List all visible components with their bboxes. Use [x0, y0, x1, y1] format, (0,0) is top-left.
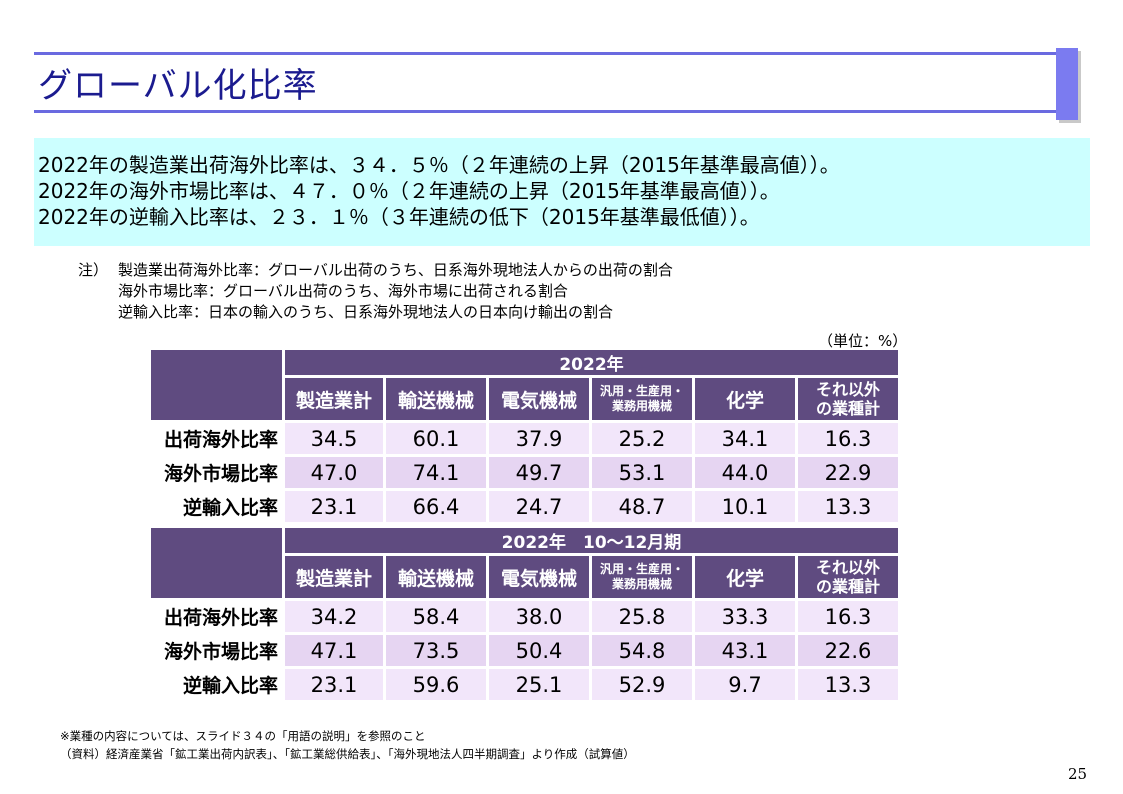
- table-cell: 13.3: [798, 491, 898, 522]
- table-row: 逆輸入比率 23.1 66.4 24.7 48.7 10.1 13.3: [151, 491, 898, 522]
- title-rule-top: [34, 52, 1056, 55]
- unit-label: （単位：%）: [818, 332, 908, 350]
- table-row: 海外市場比率 47.1 73.5 50.4 54.8 43.1 22.6: [151, 635, 898, 666]
- table-cell: 16.3: [798, 423, 898, 454]
- column-header: 電気機械: [489, 556, 589, 598]
- title-accent-block: [1056, 48, 1078, 120]
- table-cell: 52.9: [592, 669, 692, 700]
- table-cell: 16.3: [798, 601, 898, 632]
- table-cell: 58.4: [386, 601, 486, 632]
- summary-line: 2022年の逆輸入比率は、２３．１％（３年連続の低下（2015年基準最低値））。: [38, 205, 760, 229]
- page-number: 25: [1068, 765, 1088, 783]
- notes-label: 注）: [78, 261, 109, 279]
- table-cell: 25.1: [489, 669, 589, 700]
- row-label: 出荷海外比率: [151, 601, 282, 632]
- header-corner: [151, 528, 282, 598]
- table-period: 2022年 10～12月期: [285, 528, 898, 553]
- table-cell: 54.8: [592, 635, 692, 666]
- row-label: 海外市場比率: [151, 635, 282, 666]
- table-cell: 74.1: [386, 457, 486, 488]
- column-header: 汎用・生産用・ 業務用機械: [592, 556, 692, 598]
- table-cell: 22.6: [798, 635, 898, 666]
- table-cell: 49.7: [489, 457, 589, 488]
- summary-box: 2022年の製造業出荷海外比率は、３４．５％（２年連続の上昇（2015年基準最高…: [34, 138, 1090, 246]
- table-cell: 37.9: [489, 423, 589, 454]
- table-cell: 23.1: [285, 491, 383, 522]
- table-cell: 24.7: [489, 491, 589, 522]
- note-line: 海外市場比率：グローバル出荷のうち、海外市場に出荷される割合: [118, 282, 568, 300]
- row-label: 海外市場比率: [151, 457, 282, 488]
- table-cell: 33.3: [695, 601, 795, 632]
- table-cell: 25.8: [592, 601, 692, 632]
- column-header: 化学: [695, 556, 795, 598]
- column-header: それ以外 の業種計: [798, 556, 898, 598]
- table-cell: 44.0: [695, 457, 795, 488]
- note-line: 逆輸入比率：日本の輸入のうち、日系海外現地法人の日本向け輸出の割合: [118, 303, 614, 321]
- table-cell: 47.1: [285, 635, 383, 666]
- summary-line: 2022年の海外市場比率は、４７．０％（２年連続の上昇（2015年基準最高値））…: [38, 179, 780, 203]
- table-cell: 9.7: [695, 669, 795, 700]
- column-header: 製造業計: [285, 378, 383, 420]
- summary-line: 2022年の製造業出荷海外比率は、３４．５％（２年連続の上昇（2015年基準最高…: [38, 153, 840, 177]
- table-cell: 22.9: [798, 457, 898, 488]
- table-cell: 60.1: [386, 423, 486, 454]
- table-cell: 10.1: [695, 491, 795, 522]
- table-cell: 25.2: [592, 423, 692, 454]
- column-header: それ以外 の業種計: [798, 378, 898, 420]
- footnote: ※業種の内容については、スライド３４の「用語の説明」を参照のこと: [60, 729, 426, 743]
- table-cell: 66.4: [386, 491, 486, 522]
- row-label: 逆輸入比率: [151, 491, 282, 522]
- header-corner: [151, 350, 282, 420]
- column-header: 電気機械: [489, 378, 589, 420]
- table-cell: 34.2: [285, 601, 383, 632]
- table-row: 海外市場比率 47.0 74.1 49.7 53.1 44.0 22.9: [151, 457, 898, 488]
- table-cell: 53.1: [592, 457, 692, 488]
- table-cell: 73.5: [386, 635, 486, 666]
- table-cell: 34.5: [285, 423, 383, 454]
- column-header: 製造業計: [285, 556, 383, 598]
- row-label: 逆輸入比率: [151, 669, 282, 700]
- table-cell: 23.1: [285, 669, 383, 700]
- notes: 注） 製造業出荷海外比率：グローバル出荷のうち、日系海外現地法人からの出荷の割合 …: [78, 260, 673, 323]
- table-cell: 38.0: [489, 601, 589, 632]
- column-header: 汎用・生産用・ 業務用機械: [592, 378, 692, 420]
- table-cell: 13.3: [798, 669, 898, 700]
- footnotes: ※業種の内容については、スライド３４の「用語の説明」を参照のこと （資料）経済産…: [60, 727, 635, 763]
- column-header: 輸送機械: [386, 378, 486, 420]
- footnote-source: （資料）経済産業省「鉱工業出荷内訳表」、「鉱工業総供給表」、「海外現地法人四半期…: [60, 747, 635, 761]
- column-header: 化学: [695, 378, 795, 420]
- table-cell: 48.7: [592, 491, 692, 522]
- table-cell: 59.6: [386, 669, 486, 700]
- slide-title: グローバル化比率: [38, 66, 318, 106]
- table-cell: 50.4: [489, 635, 589, 666]
- row-label: 出荷海外比率: [151, 423, 282, 454]
- table-row: 出荷海外比率 34.5 60.1 37.9 25.2 34.1 16.3: [151, 423, 898, 454]
- table-period: 2022年: [285, 350, 898, 375]
- table-row: 出荷海外比率 34.2 58.4 38.0 25.8 33.3 16.3: [151, 601, 898, 632]
- ratio-table-quarterly: 2022年 10～12月期 製造業計 輸送機械 電気機械 汎用・生産用・ 業務用機…: [148, 525, 901, 703]
- table-cell: 34.1: [695, 423, 795, 454]
- table-cell: 43.1: [695, 635, 795, 666]
- column-header: 輸送機械: [386, 556, 486, 598]
- note-line: 製造業出荷海外比率：グローバル出荷のうち、日系海外現地法人からの出荷の割合: [118, 261, 673, 279]
- table-row: 逆輸入比率 23.1 59.6 25.1 52.9 9.7 13.3: [151, 669, 898, 700]
- table-cell: 47.0: [285, 457, 383, 488]
- title-rule-bottom: [34, 110, 1056, 113]
- ratio-table-annual: 2022年 製造業計 輸送機械 電気機械 汎用・生産用・ 業務用機械 化学 それ以…: [148, 347, 901, 525]
